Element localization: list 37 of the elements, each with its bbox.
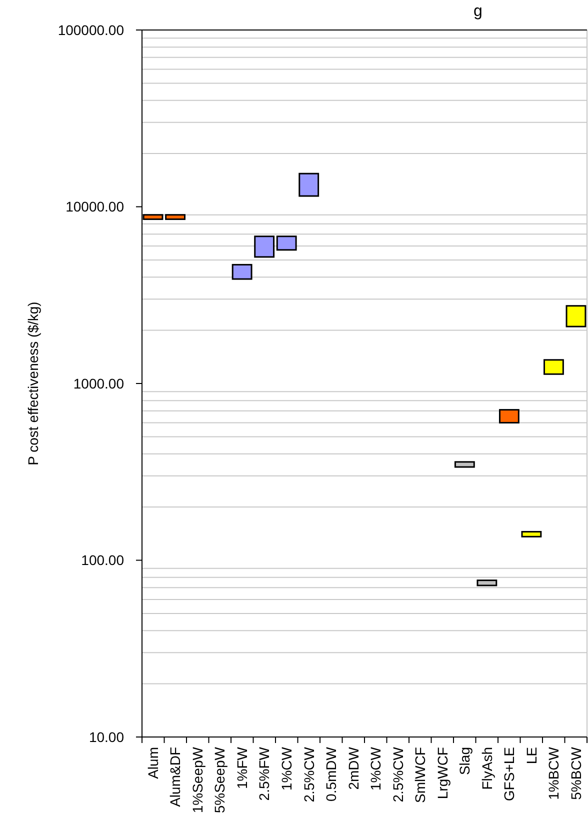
x-tick-label: 1%BCW — [546, 746, 562, 800]
bar — [232, 264, 252, 280]
x-tick-label: 2.5%FW — [256, 746, 272, 801]
bar — [566, 305, 586, 328]
x-tick-label: 1%SeepW — [189, 746, 206, 814]
x-tick-label: 5%SeepW — [212, 746, 228, 814]
x-tick-label: 2mDW — [345, 746, 362, 790]
y-tick-label: 100.00 — [81, 552, 124, 568]
bar — [165, 214, 186, 220]
bar — [298, 172, 320, 197]
bar — [498, 409, 520, 424]
x-tick-label: 2.5%CW — [300, 746, 317, 802]
x-tick-label: 0.5mDW — [323, 746, 340, 802]
x-tick-label: 5%BCW — [568, 746, 584, 800]
y-axis-title: P cost effectiveness ($/kg) — [25, 302, 41, 466]
y-tick-label: 10000.00 — [66, 198, 124, 215]
bar — [254, 236, 275, 258]
bar — [521, 530, 542, 538]
x-tick-label: Alum&DF — [167, 747, 184, 807]
x-tick-label: LE — [523, 747, 540, 764]
x-tick-label: Alum — [144, 747, 161, 779]
x-tick-label: Slag — [456, 747, 473, 776]
y-tick-label: 10.00 — [88, 728, 124, 745]
x-tick-label: 1%CW — [368, 746, 384, 791]
bar — [276, 236, 297, 251]
x-tick-label: GFS+LE — [501, 747, 518, 802]
chart-title: g — [474, 3, 482, 20]
y-tick-label: 100000.00 — [58, 22, 124, 38]
x-tick-label: LrgWCF — [434, 747, 450, 800]
x-tick-label: SmlWCF — [412, 747, 428, 803]
x-tick-label: 1%FW — [234, 746, 250, 789]
y-tick-label: 1000.00 — [73, 375, 124, 392]
x-tick-label: FlyAsh — [478, 747, 495, 790]
bar — [544, 359, 564, 375]
bar — [454, 461, 475, 468]
x-tick-label: 1%CW — [278, 746, 294, 791]
x-tick-label: 2.5%CW — [390, 746, 406, 802]
